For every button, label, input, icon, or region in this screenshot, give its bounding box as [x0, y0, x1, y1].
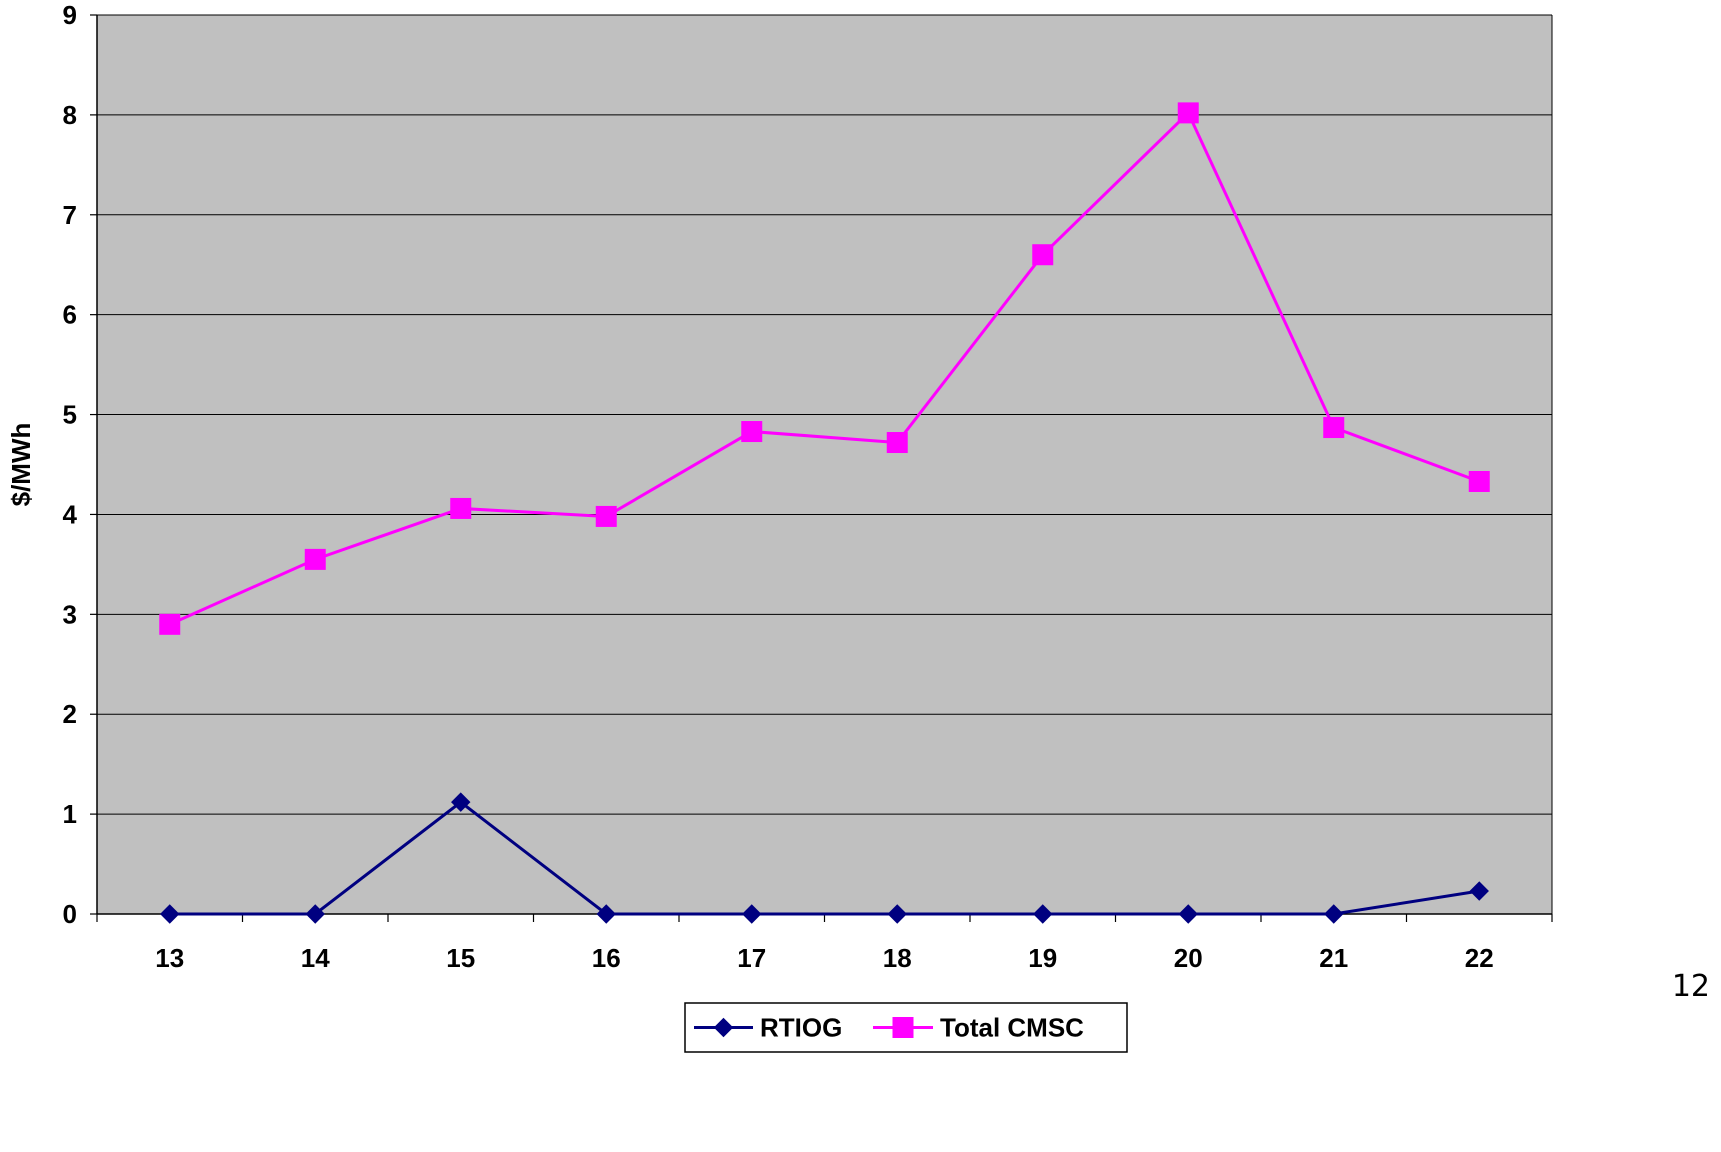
data-point-diamond: [305, 904, 325, 924]
series-line: [169, 800, 1480, 916]
data-point-diamond: [1469, 881, 1489, 901]
x-tick-label: 14: [301, 943, 330, 973]
data-point-square: [1468, 470, 1490, 492]
data-point-diamond: [742, 904, 762, 924]
data-point-diamond: [887, 904, 907, 924]
page-number: 12: [1672, 969, 1710, 1004]
series-rtiog: [160, 792, 1489, 924]
plot-area: [97, 15, 1552, 914]
x-tick-label: 21: [1319, 943, 1348, 973]
x-tick-labels: 13 14 15 16 17 18 19 20 21 22: [155, 943, 1493, 973]
y-tick-label: 3: [63, 599, 77, 629]
x-tick-label: 19: [1028, 943, 1057, 973]
y-tick-labels: 0 1 2 3 4 5 6 7 8 9: [63, 0, 78, 929]
data-point-square: [1177, 102, 1199, 124]
y-tick-label: 4: [63, 499, 78, 529]
data-point-square: [450, 497, 472, 519]
y-tick-label: 1: [63, 799, 77, 829]
series-total-cmsc: [159, 102, 1490, 635]
legend-label: RTIOG: [760, 1013, 842, 1043]
data-point-square: [304, 548, 326, 570]
data-point-diamond: [596, 904, 616, 924]
x-tick-label: 18: [883, 943, 912, 973]
y-tick-label: 9: [63, 0, 77, 30]
series-line: [169, 110, 1480, 626]
x-tick-label: 22: [1465, 943, 1494, 973]
data-point-diamond: [713, 1017, 734, 1038]
data-point-square: [886, 432, 908, 454]
legend-entry: RTIOG: [694, 1013, 842, 1043]
data-point-square: [741, 421, 763, 443]
series-lines: [159, 102, 1490, 924]
legend-label: Total CMSC: [940, 1013, 1084, 1043]
y-axis-title: $/MWh: [6, 423, 36, 507]
y-tick-label: 2: [63, 699, 77, 729]
y-tick-label: 5: [63, 400, 77, 430]
legend-entry: Total CMSC: [873, 1013, 1084, 1043]
y-tick-label: 0: [63, 899, 77, 929]
x-tick-label: 15: [446, 943, 475, 973]
y-tick-label: 7: [63, 200, 77, 230]
data-point-diamond: [1324, 904, 1344, 924]
data-point-square: [159, 613, 181, 635]
data-point-square: [1032, 244, 1054, 266]
data-point-diamond: [160, 904, 180, 924]
data-point-diamond: [451, 792, 471, 812]
y-tick-label: 6: [63, 300, 77, 330]
data-point-square: [1323, 417, 1345, 439]
x-tick-label: 20: [1174, 943, 1203, 973]
data-point-diamond: [1178, 904, 1198, 924]
y-tick-label: 8: [63, 100, 77, 130]
x-tick-label: 17: [737, 943, 766, 973]
data-point-diamond: [1033, 904, 1053, 924]
data-point-square: [892, 1017, 914, 1038]
data-point-square: [595, 505, 617, 527]
x-tick-label: 13: [155, 943, 184, 973]
x-tick-label: 16: [592, 943, 621, 973]
legend: RTIOG Total CMSC: [684, 1002, 1128, 1053]
